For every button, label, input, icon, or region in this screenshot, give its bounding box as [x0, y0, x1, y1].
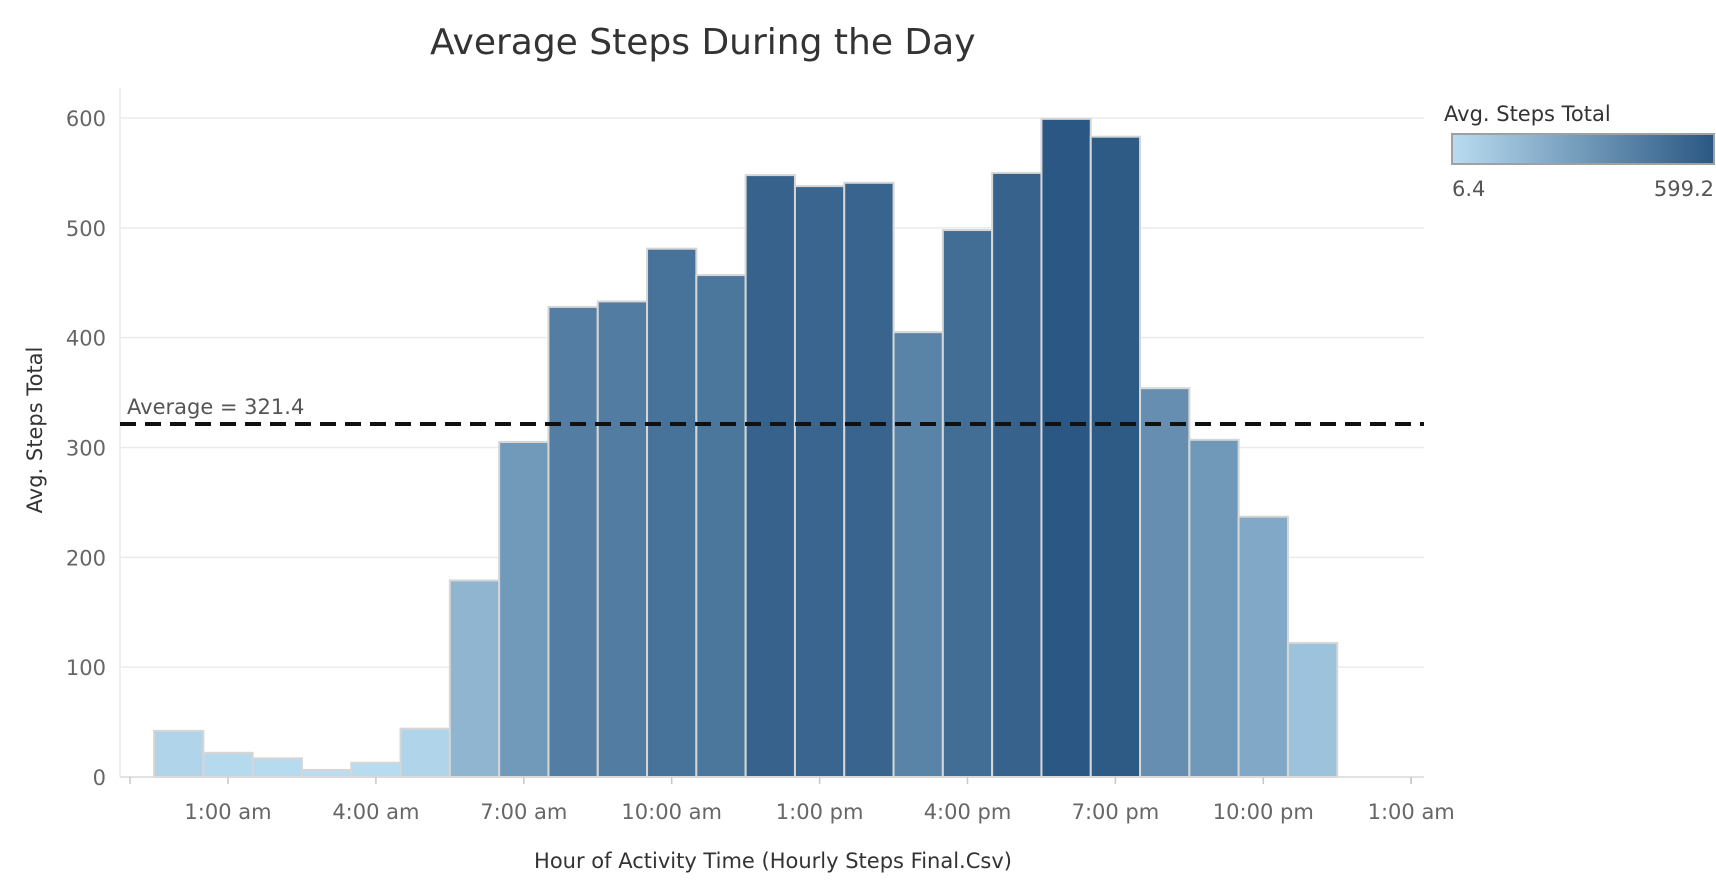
x-axis: 1:00 am 4:00 am 7:00 am 10:00 am 1:00 pm 4:00… [120, 776, 1455, 824]
y-tick-label: 300 [66, 437, 106, 461]
bar [300, 768, 353, 778]
color-legend: Avg. Steps Total 6.4 599.2 [1444, 102, 1715, 201]
bar [892, 331, 944, 778]
y-tick-label: 400 [66, 327, 106, 351]
bar [1188, 438, 1240, 778]
y-axis-ticks: 0 100 200 300 400 500 600 [66, 107, 106, 790]
bar [448, 579, 501, 778]
bar [744, 174, 796, 778]
reference-line: Average = 321.4 [120, 395, 1424, 426]
bar [991, 171, 1043, 778]
bar [646, 247, 698, 778]
legend-gradient [1451, 133, 1715, 165]
x-tick-label: 1:00 am [184, 800, 271, 824]
bar [350, 761, 402, 779]
x-tick-label: 10:00 am [621, 800, 722, 824]
bar [547, 305, 599, 778]
x-tick-label: 7:00 am [480, 800, 567, 824]
y-tick-label: 0 [93, 766, 106, 790]
bar [1089, 135, 1142, 778]
bar [1040, 117, 1092, 779]
bar [251, 757, 303, 778]
x-tick-label: 1:00 pm [776, 800, 864, 824]
bar [1286, 642, 1339, 779]
legend-min-label: 6.4 [1452, 177, 1485, 201]
bars [153, 117, 1339, 779]
x-tick-label: 1:00 am [1368, 800, 1455, 824]
x-tick-label: 4:00 pm [924, 800, 1012, 824]
bar [1139, 387, 1191, 778]
chart-title: Average Steps During the Day [430, 22, 976, 63]
average-label: Average = 321.4 [127, 395, 304, 419]
bar [596, 300, 649, 778]
x-tick-label: 4:00 am [332, 800, 419, 824]
bar [1237, 515, 1289, 778]
legend-title: Avg. Steps Total [1444, 102, 1611, 126]
y-tick-label: 600 [66, 107, 106, 131]
x-tick-label: 7:00 pm [1072, 800, 1160, 824]
bar [498, 441, 550, 778]
bar [399, 727, 451, 779]
bar [695, 274, 747, 778]
legend-max-label: 599.2 [1654, 177, 1714, 201]
y-tick-label: 200 [66, 546, 106, 570]
bar [202, 751, 254, 779]
y-axis-title: Avg. Steps Total [23, 347, 47, 514]
bar [843, 181, 895, 778]
bar [793, 185, 846, 778]
y-tick-label: 500 [66, 217, 106, 241]
bar [153, 729, 205, 778]
x-axis-title: Hour of Activity Time (Hourly Steps Fina… [534, 849, 1012, 873]
x-tick-label: 10:00 pm [1213, 800, 1314, 824]
y-tick-label: 100 [66, 656, 106, 680]
bar [941, 229, 994, 778]
